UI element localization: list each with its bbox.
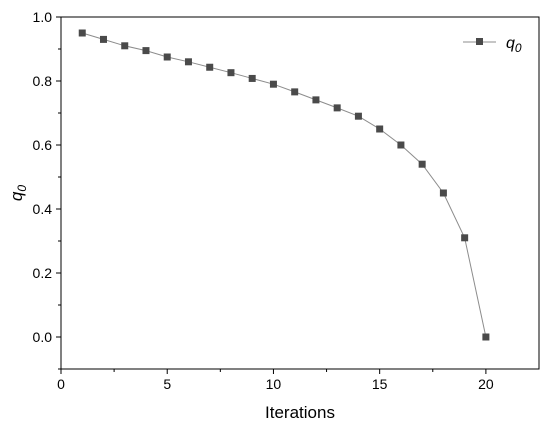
y-tick-label: 0.6 bbox=[33, 137, 53, 153]
plot-frame bbox=[60, 16, 540, 370]
y-axis-title: q0 bbox=[7, 185, 29, 201]
data-point bbox=[142, 47, 150, 55]
legend-label-base: q bbox=[506, 35, 515, 52]
data-point bbox=[184, 58, 192, 66]
data-point bbox=[312, 96, 320, 104]
data-point bbox=[439, 189, 447, 197]
x-axis-ticks bbox=[60, 369, 487, 374]
y-tick-label: 0.4 bbox=[33, 201, 53, 217]
legend-label: q0 bbox=[506, 35, 522, 55]
data-point bbox=[397, 141, 405, 149]
y-axis-title-base: q bbox=[7, 191, 26, 201]
data-point bbox=[291, 88, 299, 96]
data-point bbox=[269, 80, 277, 88]
data-point bbox=[376, 125, 384, 133]
legend: q0 bbox=[463, 35, 522, 55]
x-tick-label: 15 bbox=[372, 376, 388, 392]
data-point bbox=[248, 74, 256, 82]
legend-marker-swatch bbox=[476, 38, 483, 45]
data-point bbox=[354, 112, 362, 120]
x-tick-label: 10 bbox=[266, 376, 282, 392]
data-point bbox=[418, 160, 426, 168]
data-point bbox=[227, 69, 235, 77]
data-point bbox=[206, 63, 214, 71]
data-point bbox=[78, 29, 86, 37]
series-line bbox=[82, 32, 487, 338]
y-tick-label: 1.0 bbox=[33, 9, 53, 25]
legend-label-subscript: 0 bbox=[515, 41, 522, 55]
x-axis-title: Iterations bbox=[265, 403, 335, 422]
series-lines bbox=[82, 32, 487, 338]
data-point bbox=[333, 104, 341, 112]
y-tick-label: 0.0 bbox=[33, 329, 53, 345]
y-axis-tick-labels: 0.0 0.2 0.4 0.6 0.8 1.0 bbox=[33, 9, 53, 345]
x-tick-label: 20 bbox=[478, 376, 494, 392]
y-tick-label: 0.2 bbox=[33, 265, 53, 281]
y-axis-ticks bbox=[56, 16, 61, 370]
data-point bbox=[461, 234, 469, 242]
data-point bbox=[99, 35, 107, 43]
data-point bbox=[482, 333, 490, 341]
y-axis-title-subscript: 0 bbox=[15, 185, 29, 192]
series-points bbox=[78, 29, 490, 341]
data-point bbox=[163, 53, 171, 61]
data-point bbox=[121, 42, 129, 50]
x-tick-label: 5 bbox=[163, 376, 171, 392]
y-tick-label: 0.8 bbox=[33, 73, 53, 89]
x-tick-label: 0 bbox=[57, 376, 65, 392]
x-axis-tick-labels: 0 5 10 15 20 bbox=[57, 376, 494, 392]
